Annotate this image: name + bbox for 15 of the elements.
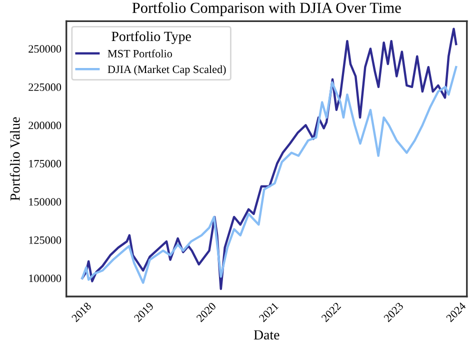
y-tick-label: 200000: [28, 122, 62, 130]
line-series: [81, 28, 458, 290]
y-tick-label: 150000: [29, 198, 62, 206]
legend-label: DJIA (Market Cap Scaled): [108, 65, 226, 76]
legend-title: Portfolio Type: [112, 31, 191, 44]
y-tick-label: 225000: [28, 83, 62, 91]
y-tick-label: 125000: [29, 236, 62, 244]
y-tick-label: 175000: [29, 160, 62, 168]
y-tick-label: 100000: [29, 274, 62, 282]
y-axis-title: Portfolio Value: [10, 117, 20, 201]
y-tick-label: 250000: [28, 45, 62, 53]
line-series: [81, 66, 458, 284]
chart-title: Portfolio Comparison with DJIA Over Time: [132, 2, 401, 16]
legend-label: MST Portfolio: [108, 49, 172, 58]
x-axis-title: Date: [254, 330, 280, 340]
